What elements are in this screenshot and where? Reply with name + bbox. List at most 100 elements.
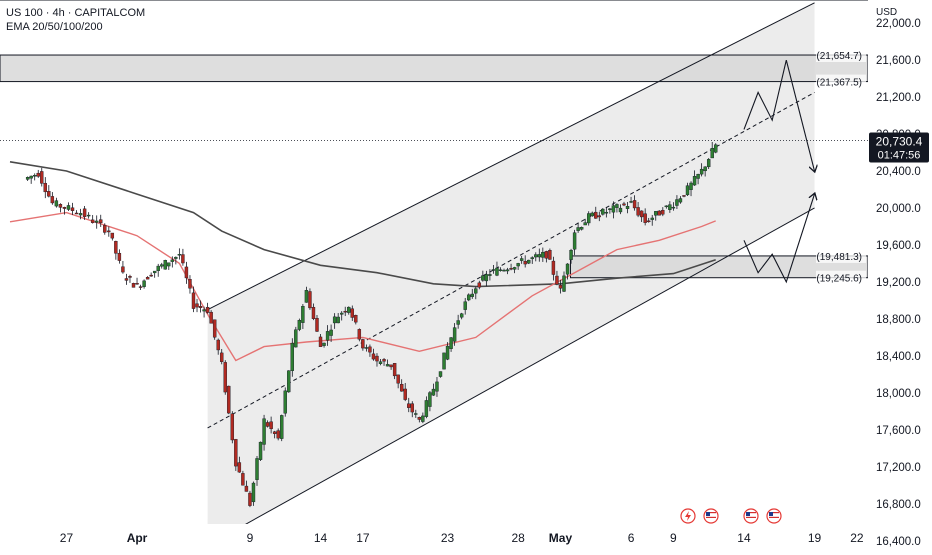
candle-body[interactable] xyxy=(583,222,587,226)
candle-body[interactable] xyxy=(156,265,160,271)
candle-body[interactable] xyxy=(160,264,164,267)
time-tick-label[interactable]: 9 xyxy=(247,531,254,545)
candle-body[interactable] xyxy=(597,215,601,218)
candle-body[interactable] xyxy=(145,277,150,280)
candle-body[interactable] xyxy=(516,263,520,267)
projection-path-down[interactable] xyxy=(743,194,815,284)
price-tick-label[interactable]: 18,400.0 xyxy=(876,351,921,363)
candle-body[interactable] xyxy=(283,390,287,414)
candle-body[interactable] xyxy=(696,173,700,179)
indicator-label[interactable]: EMA 20/50/100/200 xyxy=(6,21,103,33)
candle-body[interactable] xyxy=(195,303,199,308)
candle-body[interactable] xyxy=(174,256,178,259)
candle-body[interactable] xyxy=(50,196,55,204)
channel-lower-line[interactable] xyxy=(207,207,815,546)
candle-body[interactable] xyxy=(114,241,118,254)
candle-body[interactable] xyxy=(498,269,503,271)
candle-body[interactable] xyxy=(339,312,344,315)
resistance-zone[interactable] xyxy=(0,54,869,83)
candle-body[interactable] xyxy=(474,288,478,294)
candle-body[interactable] xyxy=(33,175,37,177)
candle-body[interactable] xyxy=(209,311,213,324)
candle-body[interactable] xyxy=(86,214,91,217)
us-flag-icon[interactable] xyxy=(766,508,782,524)
candle-body[interactable] xyxy=(414,413,418,415)
candle-body[interactable] xyxy=(170,259,175,262)
candle-body[interactable] xyxy=(276,430,280,439)
candle-body[interactable] xyxy=(706,159,711,168)
time-tick-label[interactable]: 19 xyxy=(808,531,822,545)
candle-body[interactable] xyxy=(287,370,291,393)
candle-body[interactable] xyxy=(608,208,612,210)
candle-body[interactable] xyxy=(382,359,386,362)
candle-body[interactable] xyxy=(519,258,524,261)
candle-body[interactable] xyxy=(128,276,132,278)
time-tick-label[interactable]: 14 xyxy=(314,531,328,545)
candle-body[interactable] xyxy=(590,212,594,217)
candle-body[interactable] xyxy=(375,355,379,362)
candle-body[interactable] xyxy=(675,199,679,206)
candle-body[interactable] xyxy=(682,195,686,197)
candle-body[interactable] xyxy=(70,207,75,211)
ema-fast-line[interactable] xyxy=(9,211,716,362)
candle-body[interactable] xyxy=(654,211,658,216)
price-tick-label[interactable]: 20,000.0 xyxy=(876,203,921,215)
ema-slow-line[interactable] xyxy=(9,161,716,288)
candle-body[interactable] xyxy=(336,316,340,324)
candle-body[interactable] xyxy=(95,220,99,223)
candle-body[interactable] xyxy=(502,269,506,272)
candle-body[interactable] xyxy=(350,308,354,318)
candle-body[interactable] xyxy=(244,485,249,492)
candle-body[interactable] xyxy=(191,292,196,309)
candle-body[interactable] xyxy=(491,269,496,271)
candle-body[interactable] xyxy=(622,203,626,206)
candle-body[interactable] xyxy=(534,254,538,258)
candle-body[interactable] xyxy=(121,266,125,273)
zone-price-label[interactable]: (19,245.6) xyxy=(816,274,862,285)
candle-body[interactable] xyxy=(54,200,59,207)
candle-body[interactable] xyxy=(354,315,358,323)
currency-label[interactable]: USD xyxy=(876,7,897,18)
candle-body[interactable] xyxy=(512,267,517,270)
candle-body[interactable] xyxy=(332,316,337,324)
candle-body[interactable] xyxy=(262,418,266,445)
candle-body[interactable] xyxy=(110,232,115,239)
candle-body[interactable] xyxy=(47,191,51,197)
candle-body[interactable] xyxy=(216,339,220,351)
candle-body[interactable] xyxy=(421,415,425,422)
candle-body[interactable] xyxy=(604,211,609,214)
current-price-box[interactable] xyxy=(869,132,929,163)
candle-body[interactable] xyxy=(234,439,238,467)
candle-body[interactable] xyxy=(685,185,690,196)
candle-body[interactable] xyxy=(347,306,351,313)
candle-body[interactable] xyxy=(280,415,284,439)
candle-body[interactable] xyxy=(265,422,270,427)
candle-body[interactable] xyxy=(625,206,630,209)
candle-body[interactable] xyxy=(230,413,235,441)
candle-body[interactable] xyxy=(646,220,651,223)
candle-body[interactable] xyxy=(410,403,414,413)
price-tick-label[interactable]: 16,400.0 xyxy=(876,536,921,548)
candle-body[interactable] xyxy=(371,353,376,360)
candle-body[interactable] xyxy=(558,284,563,289)
candle-body[interactable] xyxy=(184,266,189,279)
candle-body[interactable] xyxy=(714,144,718,153)
us-flag-icon[interactable] xyxy=(703,508,719,524)
candle-body[interactable] xyxy=(710,148,714,159)
candle-body[interactable] xyxy=(131,283,136,288)
candle-body[interactable] xyxy=(177,254,182,256)
countdown-label[interactable]: 01:47:56 xyxy=(878,149,921,161)
candle-body[interactable] xyxy=(297,320,302,330)
candle-body[interactable] xyxy=(389,364,393,368)
current-price-label[interactable]: 20,730.4 xyxy=(876,134,923,148)
candle-body[interactable] xyxy=(569,250,573,260)
price-tick-label[interactable]: 17,600.0 xyxy=(876,425,921,437)
candle-body[interactable] xyxy=(456,320,460,325)
candle-body[interactable] xyxy=(237,462,242,473)
zone-price-label[interactable]: (19,481.3) xyxy=(816,252,862,263)
candle-body[interactable] xyxy=(43,182,47,193)
candle-body[interactable] xyxy=(99,219,103,224)
candle-body[interactable] xyxy=(269,421,273,430)
